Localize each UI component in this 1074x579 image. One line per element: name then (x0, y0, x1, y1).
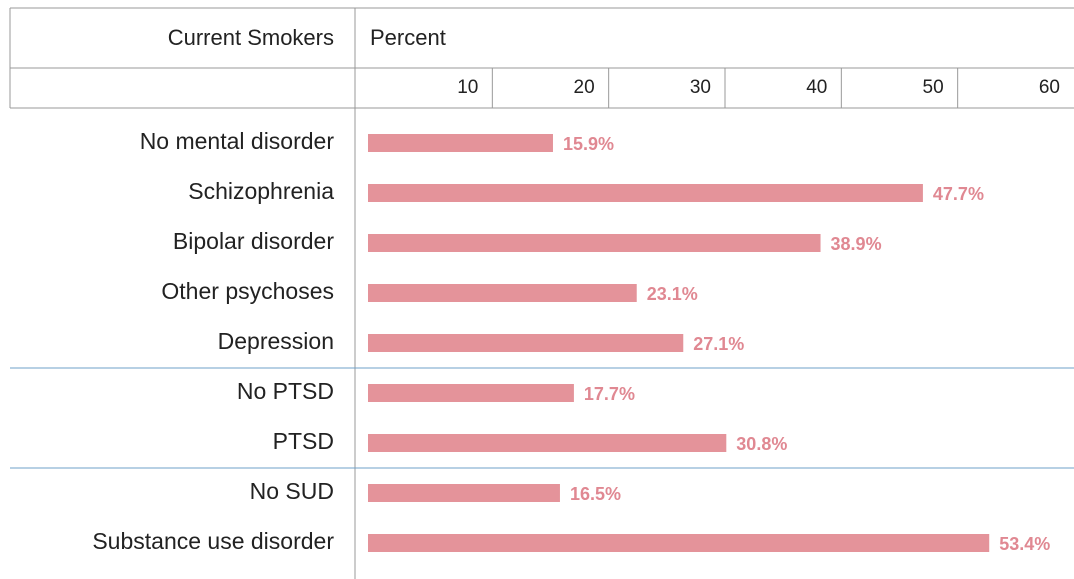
header-label: Current Smokers (168, 25, 334, 50)
bar (368, 184, 923, 202)
bar (368, 384, 574, 402)
category-label: Schizophrenia (188, 178, 334, 204)
x-tick-label: 30 (690, 77, 711, 98)
category-label: Depression (218, 328, 334, 354)
value-label: 17.7% (584, 384, 635, 404)
bar (368, 234, 821, 252)
bar (368, 434, 727, 452)
x-tick-label: 40 (806, 77, 827, 98)
value-label: 23.1% (647, 284, 698, 304)
x-tick-label: 50 (923, 77, 944, 98)
x-tick-label: 20 (574, 77, 595, 98)
value-label: 47.7% (933, 184, 984, 204)
bar (368, 534, 990, 552)
bar (368, 284, 637, 302)
value-label: 30.8% (736, 434, 787, 454)
bar (368, 134, 553, 152)
category-label: Other psychoses (161, 278, 334, 304)
category-label: No mental disorder (140, 128, 335, 154)
category-label: Bipolar disorder (173, 228, 334, 254)
x-tick-label: 60 (1039, 77, 1060, 98)
value-label: 53.4% (999, 534, 1050, 554)
axis-title: Percent (370, 25, 446, 50)
category-label: Substance use disorder (92, 528, 334, 554)
value-label: 38.9% (831, 234, 882, 254)
value-label: 27.1% (693, 334, 744, 354)
bar (368, 334, 684, 352)
x-tick-label: 10 (457, 77, 478, 98)
category-label: No PTSD (237, 378, 334, 404)
bar (368, 484, 560, 502)
category-label: PTSD (273, 428, 334, 454)
value-label: 16.5% (570, 484, 621, 504)
category-label: No SUD (250, 478, 334, 504)
value-label: 15.9% (563, 134, 614, 154)
